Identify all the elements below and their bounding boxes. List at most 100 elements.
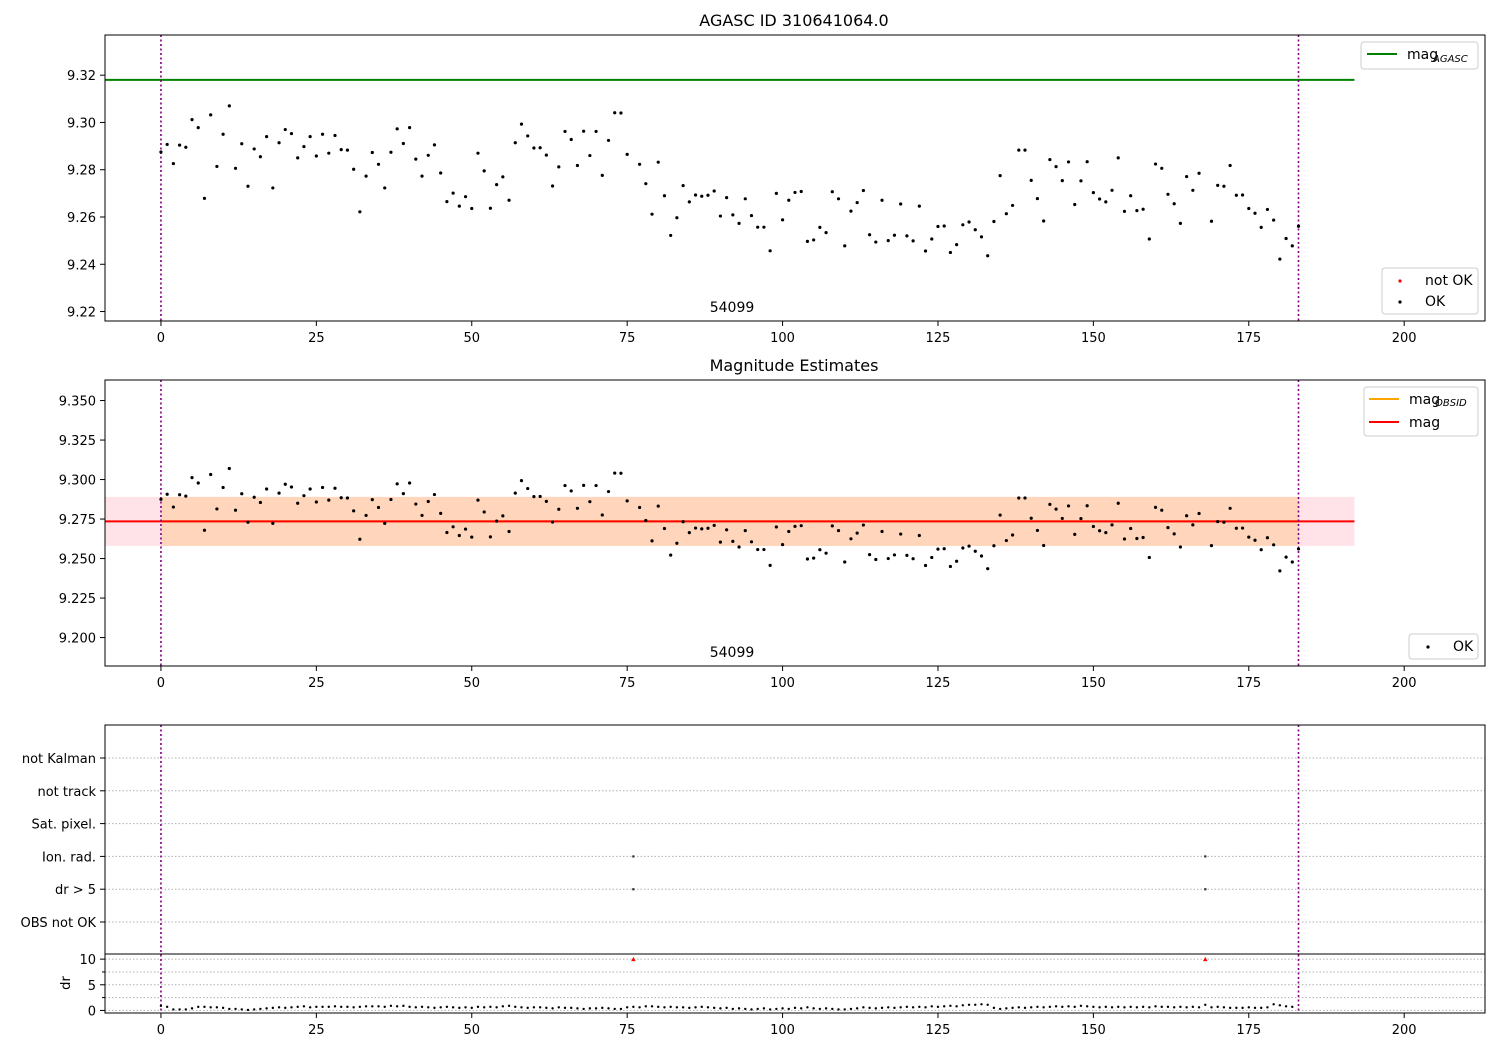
x-tick-label: 150: [1081, 1023, 1106, 1038]
data-point-ok: [339, 496, 343, 500]
x-tick-label: 50: [463, 331, 480, 346]
data-point-ok: [706, 193, 710, 197]
data-point-ok: [177, 143, 182, 147]
dr-point: [1154, 1005, 1157, 1008]
dr-point: [949, 1004, 952, 1008]
dr-point: [246, 1008, 250, 1012]
data-point-ok: [227, 104, 231, 108]
data-point-ok: [184, 145, 188, 149]
data-point-ok: [1073, 532, 1077, 536]
dr-point: [252, 1008, 256, 1011]
data-point-ok: [1129, 526, 1133, 531]
dr-point: [750, 1008, 753, 1011]
data-point-ok: [196, 481, 200, 485]
data-point-ok: [426, 499, 430, 504]
dr-point: [1284, 1005, 1288, 1008]
dr-point: [625, 1006, 629, 1009]
data-point-ok: [1166, 525, 1170, 530]
dr-point: [775, 1007, 778, 1011]
dr-point: [781, 1007, 784, 1010]
dr-point: [787, 1007, 790, 1011]
data-point-ok: [1234, 193, 1238, 197]
data-point-ok: [1116, 156, 1120, 160]
data-point-ok: [955, 243, 959, 247]
dr-point: [998, 1007, 1002, 1011]
dr-point: [712, 1006, 716, 1010]
data-point-ok: [426, 153, 430, 157]
data-point-ok: [370, 498, 374, 502]
data-point-ok: [693, 193, 698, 197]
dr-point: [1067, 1005, 1070, 1008]
data-point-ok: [793, 524, 797, 528]
dr-point: [197, 1005, 200, 1009]
x-tick-label: 125: [926, 676, 951, 691]
dr-point: [974, 1003, 977, 1006]
data-point-ok: [1023, 496, 1027, 500]
dr-point: [265, 1007, 268, 1010]
dr-point: [520, 1006, 523, 1009]
data-point-ok: [588, 500, 592, 504]
data-point-ok: [911, 557, 915, 561]
data-point-ok: [171, 161, 175, 166]
data-point-ok: [538, 146, 542, 150]
dr-point: [855, 1007, 859, 1010]
dr-point: [433, 1006, 436, 1010]
data-point-ok: [830, 190, 834, 194]
x-tick-label: 125: [926, 1023, 951, 1038]
data-point-ok: [880, 529, 884, 534]
dr-outlier-marker: [631, 956, 636, 962]
data-point-ok: [352, 509, 356, 513]
data-point-ok: [1135, 536, 1139, 541]
data-point-ok: [1035, 196, 1040, 201]
data-point-ok: [1216, 519, 1220, 524]
legend-ok-marker-2: [1426, 645, 1430, 649]
dr-point: [414, 1006, 418, 1009]
panel-agasc-title: AGASC ID 310641064.0: [699, 11, 888, 30]
data-point-ok: [1160, 508, 1164, 512]
data-point-ok: [215, 164, 219, 169]
data-point-ok: [246, 184, 250, 188]
data-point-ok: [1104, 531, 1108, 535]
data-point-ok: [749, 213, 754, 218]
data-point-ok: [1172, 532, 1176, 536]
panel-agasc: AGASC ID 310641064.0 0 25 50 75 100 125 150 175…: [67, 11, 1486, 346]
legend-mag-label: mag: [1409, 415, 1440, 431]
x-tick-label: 150: [1081, 676, 1106, 691]
data-point-ok: [439, 171, 443, 175]
data-point-ok: [917, 533, 921, 538]
dr-point: [358, 1005, 362, 1009]
panel-mag-estimates-x-axis: 0 25 50 75 100 125 150 175 200: [157, 666, 1417, 691]
data-point-ok: [855, 531, 859, 535]
data-point-ok: [948, 564, 953, 569]
data-point-ok: [805, 557, 810, 561]
data-point-ok: [1278, 569, 1282, 573]
data-point-ok: [190, 476, 194, 480]
data-point-ok: [762, 547, 766, 552]
data-point-ok: [277, 491, 281, 495]
data-point-ok: [1153, 505, 1158, 509]
data-point-ok: [1141, 207, 1145, 211]
data-point-ok: [905, 553, 909, 557]
data-point-ok: [818, 548, 822, 552]
data-point-ok: [1085, 504, 1089, 508]
dr-point: [1272, 1003, 1275, 1006]
data-point-ok: [383, 186, 387, 190]
data-point-ok: [923, 563, 928, 568]
dr-point: [290, 1006, 293, 1009]
data-point-ok: [762, 225, 766, 229]
dr-point: [1166, 1005, 1170, 1009]
data-point-ok: [563, 129, 567, 134]
panel-mag-estimates-y-axis: 9.200 9.225 9.250 9.275 9.300 9.325 9.350: [59, 395, 105, 647]
data-point-ok: [986, 567, 990, 571]
dr-point: [744, 1007, 747, 1011]
panel-mag-estimates-title: Magnitude Estimates: [710, 356, 879, 375]
data-point-ok: [283, 127, 287, 132]
data-point-ok: [899, 532, 903, 536]
data-point-ok: [743, 528, 747, 533]
data-point-ok: [526, 134, 530, 138]
dr-point: [327, 1005, 330, 1009]
dr-point: [395, 1005, 399, 1008]
dr-point: [420, 1005, 424, 1009]
data-point-ok: [557, 165, 561, 169]
data-point-ok: [1290, 560, 1294, 564]
